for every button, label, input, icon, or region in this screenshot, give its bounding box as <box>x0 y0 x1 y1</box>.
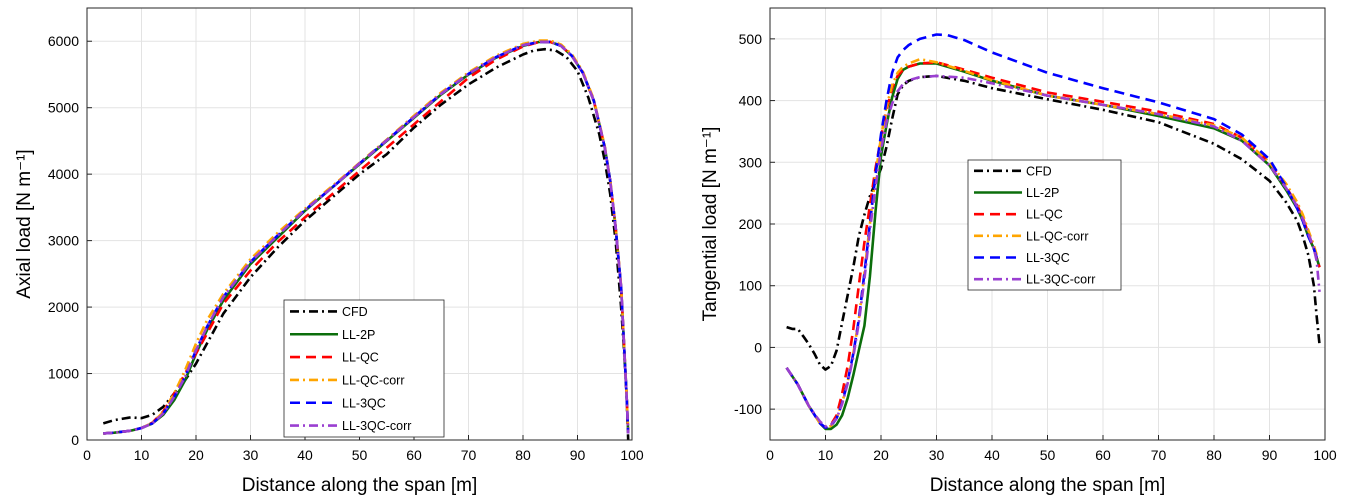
tangential-load-series-ll-3qc <box>785 33 1321 430</box>
axial-load-legend-label-ll-3qc-corr: LL-3QC-corr <box>342 419 411 433</box>
axial-load-legend-label-cfd: CFD <box>342 305 368 319</box>
axial-load-y-tick-label: 4000 <box>48 166 79 182</box>
axial-load-y-tick-label: 0 <box>71 432 79 448</box>
axial-load-y-tick-label: 3000 <box>48 233 79 249</box>
axial-load-x-tick-label: 90 <box>570 447 586 463</box>
axial-load-x-tick-label: 0 <box>83 447 91 463</box>
axial-load-x-tick-label: 80 <box>515 447 531 463</box>
axial-load-x-tick-label: 40 <box>297 447 313 463</box>
tangential-load-ticks: 0 10 20 30 40 50 60 70 80 90 100 -100 0 100 200 300 400 5… <box>734 31 1337 463</box>
axial-load-y-tick-label: 1000 <box>48 366 79 382</box>
tangential-load-y-tick-label: 500 <box>739 31 763 47</box>
axial-load-y-tick-label: 5000 <box>48 100 79 116</box>
tangential-load-x-tick-label: 30 <box>929 447 945 463</box>
axial-load-x-tick-label: 50 <box>352 447 368 463</box>
tangential-load-series-cfd <box>786 74 1321 371</box>
tangential-load-legend-label-cfd: CFD <box>1026 164 1052 178</box>
tangential-load-y-axis-label: Tangential load [N m⁻¹] <box>700 127 721 322</box>
tangential-load-legend-label-ll-qc: LL-QC <box>1026 208 1063 222</box>
tangential-load-y-tick-label: -100 <box>734 401 762 417</box>
tangential-load-x-tick-label: 80 <box>1206 447 1222 463</box>
tangential-load-y-tick-label: 0 <box>754 339 762 355</box>
axial-load-legend-label-ll-qc: LL-QC <box>342 351 379 365</box>
axial-load-y-axis-label: Axial load [N m⁻¹] <box>14 149 35 298</box>
tangential-load-x-tick-label: 50 <box>1040 447 1056 463</box>
tangential-load-x-tick-label: 60 <box>1095 447 1111 463</box>
axial-load-x-axis-label: Distance along the span [m] <box>242 475 478 496</box>
tangential-load-x-tick-label: 70 <box>1151 447 1167 463</box>
tangential-load-y-tick-label: 200 <box>739 216 763 232</box>
axial-load-chart: 0 10 20 30 40 50 60 70 80 90 100010002000300040005… <box>14 7 644 496</box>
axial-load-series <box>102 39 630 441</box>
axial-load-x-tick-label: 30 <box>243 447 259 463</box>
axial-load-legend-label-ll-2p: LL-2P <box>342 328 375 342</box>
tangential-load-y-tick-label: 400 <box>739 93 763 109</box>
axial-load-legend-label-ll-qc-corr: LL-QC-corr <box>342 373 405 387</box>
tangential-load-legend-label-ll-qc-corr: LL-QC-corr <box>1026 229 1089 243</box>
tangential-load-x-tick-label: 20 <box>873 447 889 463</box>
tangential-load-y-tick-label: 300 <box>739 154 763 170</box>
tangential-load-x-tick-label: 0 <box>766 447 774 463</box>
tangential-load-x-tick-label: 90 <box>1262 447 1278 463</box>
axial-load-y-tick-label: 6000 <box>48 33 79 49</box>
axial-load-series-ll-3qc-corr <box>103 40 630 435</box>
tangential-load-legend-label-ll-3qc: LL-3QC <box>1026 251 1070 265</box>
tangential-load-legend: CFD LL-2P LL-QC LL-QC-corr LL-3QC LL-3QC-corr <box>967 159 1122 291</box>
axial-load-x-tick-label: 70 <box>461 447 477 463</box>
axial-load-x-tick-label: 60 <box>406 447 422 463</box>
tangential-load-y-tick-label: 100 <box>739 278 763 294</box>
tangential-load-chart: 0 10 20 30 40 50 60 70 80 90 100 -100 0 100 200 300 400 5… <box>700 7 1337 496</box>
tangential-load-legend-label-ll-3qc-corr: LL-3QC-corr <box>1026 273 1095 287</box>
tangential-load-legend-label-ll-2p: LL-2P <box>1026 186 1059 200</box>
tangential-load-series-ll-qc-corr <box>785 57 1321 430</box>
axial-load-x-tick-label: 20 <box>188 447 204 463</box>
tangential-load-series <box>785 33 1321 431</box>
tangential-load-x-tick-label: 100 <box>1313 447 1337 463</box>
axial-load-x-tick-label: 10 <box>134 447 150 463</box>
axial-load-legend: CFD LL-2P LL-QC LL-QC-corr LL-3QC LL-3QC-corr <box>283 299 445 438</box>
tangential-load-legend-box <box>967 159 1122 291</box>
axial-load-x-tick-label: 100 <box>620 447 644 463</box>
tangential-load-x-axis-label: Distance along the span [m] <box>930 475 1166 496</box>
axial-load-legend-label-ll-3qc: LL-3QC <box>342 396 386 410</box>
tangential-load-x-tick-label: 10 <box>818 447 834 463</box>
tangential-load-series-ll-3qc-corr <box>785 74 1321 428</box>
axial-load-y-tick-label: 2000 <box>48 299 79 315</box>
tangential-load-x-tick-label: 40 <box>984 447 1000 463</box>
axial-load-legend-box <box>283 299 445 438</box>
axial-load-ticks: 0 10 20 30 40 50 60 70 80 90 100010002000300040005… <box>48 33 644 463</box>
